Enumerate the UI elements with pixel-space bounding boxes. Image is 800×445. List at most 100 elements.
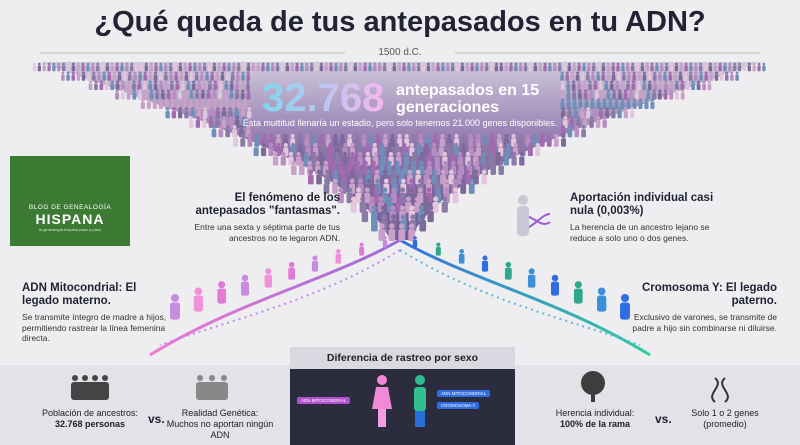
crowd-figure bbox=[596, 116, 600, 120]
section-text: Exclusivo de varones, se transmite de pa… bbox=[632, 312, 777, 333]
crowd-figure bbox=[593, 83, 598, 91]
crowd-figure bbox=[164, 74, 168, 81]
crowd-figure bbox=[396, 196, 402, 202]
crowd-figure bbox=[138, 71, 142, 75]
crowd-figure bbox=[217, 65, 221, 72]
crowd-figure bbox=[392, 178, 398, 184]
crowd-figure bbox=[224, 101, 229, 109]
logo-brand: HISPANA bbox=[35, 211, 105, 227]
crowd-figure bbox=[442, 151, 448, 157]
male-figure bbox=[573, 288, 583, 304]
mito-block: ADN Mitocondrial: El legado materno. Se … bbox=[22, 282, 172, 344]
crowd-figure bbox=[742, 65, 747, 72]
crowd-figure bbox=[171, 98, 175, 102]
crowd-figure bbox=[518, 133, 523, 139]
female-figure bbox=[312, 255, 318, 261]
crowd-figure bbox=[598, 83, 603, 91]
crowd-figure bbox=[339, 65, 343, 72]
crowd-figure bbox=[417, 142, 422, 148]
crowd-figure bbox=[596, 65, 601, 72]
crowd-figure bbox=[435, 151, 440, 157]
crowd-figure bbox=[368, 65, 372, 72]
crowd-figure bbox=[364, 192, 371, 204]
crowd-figure bbox=[519, 151, 524, 157]
crowd-figure bbox=[553, 65, 557, 72]
crowd-figure bbox=[595, 92, 599, 100]
crowd-figure bbox=[566, 101, 571, 109]
crowd-figure bbox=[313, 142, 318, 148]
crowd-figure bbox=[358, 151, 363, 157]
crowd-figure bbox=[446, 147, 452, 157]
crowd-figure bbox=[702, 80, 706, 84]
crowd-figure bbox=[586, 107, 591, 111]
crowd-figure bbox=[375, 138, 381, 147]
crowd-figure bbox=[183, 92, 188, 100]
male-figure bbox=[597, 295, 607, 312]
crowd-figure bbox=[548, 62, 552, 66]
crowd-figure bbox=[678, 74, 683, 81]
male-figure bbox=[527, 274, 536, 288]
crowd-figure bbox=[184, 89, 188, 93]
crowd-figure bbox=[361, 133, 366, 139]
crowd-figure bbox=[561, 133, 566, 139]
crowd-figure bbox=[630, 110, 635, 119]
crowd-figure bbox=[709, 74, 714, 81]
crowd-figure bbox=[353, 65, 358, 72]
crowd-figure bbox=[166, 92, 171, 100]
crowd-figure bbox=[316, 174, 322, 185]
crowd-figure bbox=[81, 74, 86, 81]
crowd-figure bbox=[300, 62, 304, 66]
crowd-figure bbox=[632, 101, 637, 109]
crowd-figure bbox=[475, 133, 480, 139]
crowd-figure bbox=[674, 62, 678, 66]
crowd-figure bbox=[371, 214, 378, 220]
crowd-figure bbox=[383, 178, 389, 184]
crowd-figure bbox=[540, 133, 545, 139]
crowd-figure bbox=[606, 89, 611, 93]
crowd-figure bbox=[535, 147, 541, 157]
crowd-figure bbox=[450, 151, 455, 157]
crowd-figure bbox=[32, 65, 37, 72]
crowd-figure bbox=[481, 174, 488, 185]
crowd-figure bbox=[566, 98, 571, 102]
crowd-figure bbox=[329, 65, 333, 72]
crowd-figure bbox=[483, 160, 488, 166]
crowd-figure bbox=[208, 62, 211, 66]
crowd-figure bbox=[718, 65, 722, 72]
crowd-figure bbox=[138, 92, 142, 100]
crowd-figure bbox=[646, 89, 651, 93]
crowd-figure bbox=[197, 83, 201, 91]
crowd-figure bbox=[195, 98, 199, 102]
crowd-figure bbox=[239, 125, 244, 129]
female-figure bbox=[336, 249, 341, 254]
crowd-figure bbox=[175, 80, 179, 84]
crowd-figure bbox=[332, 178, 338, 184]
crowd-figure bbox=[490, 133, 495, 139]
crowd-figure bbox=[174, 62, 177, 66]
crowd-figure bbox=[323, 160, 328, 166]
crowd-figure bbox=[640, 65, 644, 72]
crowd-figure bbox=[461, 142, 466, 148]
crowd-figure bbox=[360, 196, 366, 202]
crowd-figure bbox=[427, 160, 432, 166]
crowd-figure bbox=[590, 101, 595, 109]
crowd-figure bbox=[202, 80, 207, 84]
crowd-figure bbox=[669, 80, 673, 84]
crowd-figure bbox=[154, 65, 158, 72]
crowd-figure bbox=[247, 110, 252, 119]
crowd-figure bbox=[733, 65, 737, 72]
crowd-figure bbox=[241, 107, 245, 111]
crowd-figure bbox=[539, 138, 545, 147]
crowd-figure bbox=[578, 89, 582, 93]
male-figure bbox=[620, 302, 630, 320]
crowd-figure bbox=[115, 89, 119, 93]
crowd-figure bbox=[432, 169, 438, 175]
crowd-figure bbox=[456, 174, 463, 185]
faded-people-icons bbox=[196, 375, 228, 400]
crowd-figure bbox=[262, 133, 267, 139]
crowd-figure bbox=[232, 62, 236, 66]
crowd-figure bbox=[702, 83, 706, 91]
hero-number: 32.768 bbox=[262, 76, 385, 120]
crowd-figure bbox=[460, 178, 466, 184]
crowd-figure bbox=[645, 62, 649, 66]
